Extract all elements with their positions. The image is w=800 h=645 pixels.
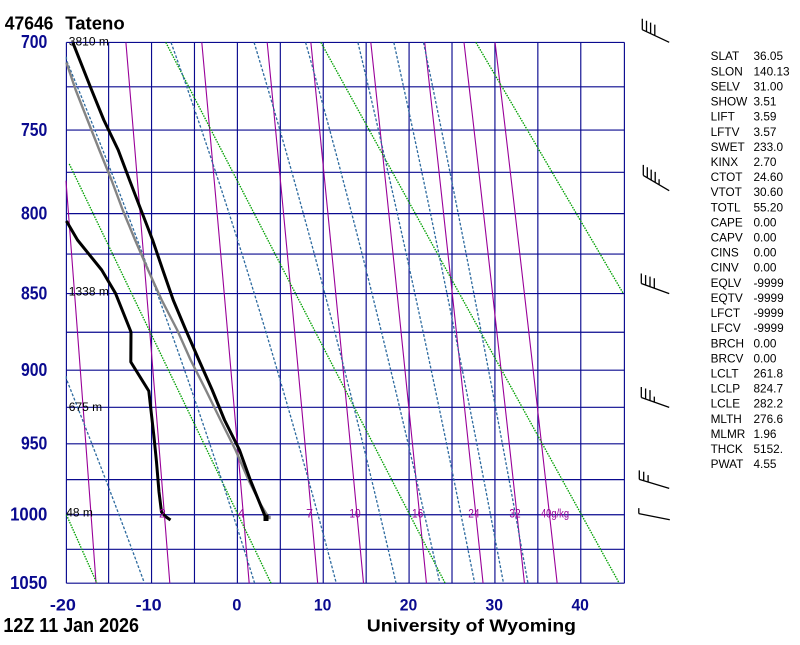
- svg-text:55.20: 55.20: [754, 200, 784, 214]
- svg-text:CAPE: CAPE: [711, 215, 743, 229]
- svg-text:800: 800: [21, 202, 47, 223]
- svg-text:KINX: KINX: [711, 155, 739, 169]
- svg-text:850: 850: [21, 282, 47, 303]
- svg-text:0.00: 0.00: [754, 215, 777, 229]
- svg-text:MLMR: MLMR: [711, 427, 746, 441]
- svg-text:BRCV: BRCV: [711, 351, 744, 365]
- svg-text:32: 32: [509, 507, 520, 521]
- svg-text:261.8: 261.8: [754, 367, 784, 381]
- svg-text:900: 900: [21, 359, 47, 380]
- svg-text:700: 700: [21, 31, 47, 52]
- svg-text:0.00: 0.00: [754, 336, 777, 350]
- svg-text:CTOT: CTOT: [711, 170, 743, 184]
- svg-text:24: 24: [468, 507, 479, 521]
- svg-text:TOTL: TOTL: [711, 200, 741, 214]
- svg-text:3810 m: 3810 m: [69, 34, 109, 48]
- svg-text:1338 m: 1338 m: [69, 284, 109, 298]
- svg-text:2: 2: [159, 507, 166, 521]
- svg-text:10: 10: [314, 596, 332, 614]
- svg-text:EQTV: EQTV: [711, 291, 743, 305]
- svg-text:LFTV: LFTV: [711, 125, 740, 139]
- svg-text:VTOT: VTOT: [711, 185, 742, 199]
- svg-text:PWAT: PWAT: [711, 457, 744, 471]
- svg-text:675 m: 675 m: [69, 400, 102, 414]
- svg-text:SWET: SWET: [711, 140, 745, 154]
- svg-text:LCLP: LCLP: [711, 382, 741, 396]
- svg-text:276.6: 276.6: [754, 412, 784, 426]
- svg-text:140.13: 140.13: [754, 64, 791, 78]
- svg-text:-9999: -9999: [754, 291, 784, 305]
- svg-text:12Z 11 Jan 2026: 12Z 11 Jan 2026: [3, 615, 139, 637]
- svg-text:47646: 47646: [5, 12, 54, 33]
- svg-text:7: 7: [306, 507, 313, 521]
- svg-text:24.60: 24.60: [754, 170, 784, 184]
- svg-text:BRCH: BRCH: [711, 336, 744, 350]
- svg-text:-20: -20: [50, 596, 76, 614]
- svg-text:48 m: 48 m: [66, 505, 93, 519]
- svg-text:750: 750: [21, 119, 47, 140]
- svg-text:1000: 1000: [10, 504, 47, 525]
- svg-text:30: 30: [486, 596, 504, 614]
- svg-text:LFCV: LFCV: [711, 321, 741, 335]
- svg-text:EQLV: EQLV: [711, 276, 742, 290]
- svg-text:-10: -10: [136, 596, 162, 614]
- svg-text:CAPV: CAPV: [711, 231, 743, 245]
- svg-text:Tateno: Tateno: [65, 12, 124, 33]
- svg-text:824.7: 824.7: [754, 382, 784, 396]
- svg-text:36.05: 36.05: [754, 49, 784, 63]
- svg-text:4: 4: [238, 507, 245, 521]
- svg-text:1.96: 1.96: [754, 427, 777, 441]
- svg-text:30.60: 30.60: [754, 185, 784, 199]
- svg-text:5152.: 5152.: [754, 442, 784, 456]
- svg-text:0.00: 0.00: [754, 246, 777, 260]
- svg-text:20: 20: [400, 596, 418, 614]
- svg-text:1050: 1050: [10, 572, 47, 593]
- svg-text:THCK: THCK: [711, 442, 743, 456]
- svg-text:3.51: 3.51: [754, 95, 777, 109]
- svg-text:0.00: 0.00: [754, 351, 777, 365]
- svg-text:-9999: -9999: [754, 321, 784, 335]
- svg-text:SLON: SLON: [711, 64, 743, 78]
- svg-text:SHOW: SHOW: [711, 95, 749, 109]
- svg-text:40g/kg: 40g/kg: [541, 507, 569, 521]
- svg-text:SLAT: SLAT: [711, 49, 740, 63]
- svg-text:0.00: 0.00: [754, 261, 777, 275]
- svg-text:-9999: -9999: [754, 306, 784, 320]
- svg-text:CINV: CINV: [711, 261, 739, 275]
- svg-text:282.2: 282.2: [754, 397, 784, 411]
- svg-text:SELV: SELV: [711, 79, 740, 93]
- svg-text:10: 10: [349, 507, 360, 521]
- svg-text:2.70: 2.70: [754, 155, 777, 169]
- svg-text:3.57: 3.57: [754, 125, 777, 139]
- svg-text:LCLT: LCLT: [711, 367, 739, 381]
- svg-text:233.0: 233.0: [754, 140, 784, 154]
- svg-text:CINS: CINS: [711, 246, 739, 260]
- svg-text:4.55: 4.55: [754, 457, 777, 471]
- svg-text:MLTH: MLTH: [711, 412, 742, 426]
- svg-text:0: 0: [232, 596, 241, 614]
- svg-text:LIFT: LIFT: [711, 110, 735, 124]
- svg-text:3.59: 3.59: [754, 110, 777, 124]
- svg-text:31.00: 31.00: [754, 79, 784, 93]
- svg-text:-9999: -9999: [754, 276, 784, 290]
- svg-text:University of Wyoming: University of Wyoming: [367, 615, 576, 635]
- svg-text:950: 950: [21, 433, 47, 454]
- svg-text:0.00: 0.00: [754, 231, 777, 245]
- svg-text:LFCT: LFCT: [711, 306, 741, 320]
- svg-text:40: 40: [571, 596, 589, 614]
- svg-text:LCLE: LCLE: [711, 397, 741, 411]
- svg-text:16: 16: [412, 507, 423, 521]
